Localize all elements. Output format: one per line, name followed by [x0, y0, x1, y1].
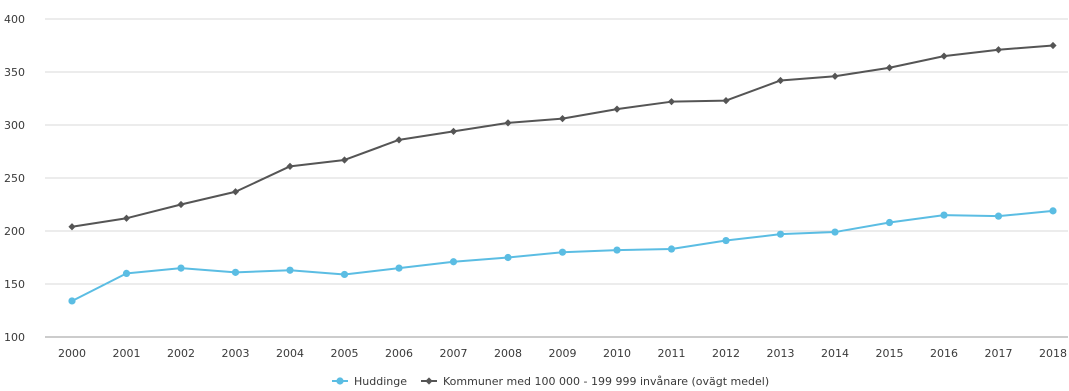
data-point: [395, 264, 403, 272]
data-point: [940, 52, 948, 60]
data-point: [449, 127, 458, 135]
x-tick-label: 2012: [712, 347, 740, 360]
x-tick-label: 2001: [113, 347, 141, 360]
data-point: [286, 266, 294, 274]
data-point: [940, 211, 948, 219]
data-point: [885, 218, 894, 227]
y-tick-label: 100: [4, 331, 25, 344]
data-point: [776, 230, 785, 238]
series-1: [68, 41, 1057, 231]
data-point: [395, 136, 403, 144]
gridlines: [45, 18, 1068, 338]
series-0: [68, 207, 1057, 305]
data-point: [994, 46, 1003, 54]
x-tick-label: 2005: [331, 347, 359, 360]
x-tick-label: 2010: [603, 347, 631, 360]
x-tick-label: 2011: [658, 347, 686, 360]
data-point: [286, 162, 294, 170]
x-tick-label: 2013: [767, 347, 795, 360]
y-tick-label: 400: [4, 13, 25, 26]
data-point: [1049, 207, 1057, 215]
data-point: [722, 97, 730, 105]
data-point: [885, 64, 894, 72]
x-tick-label: 2003: [222, 347, 250, 360]
data-point: [340, 270, 349, 279]
data-point: [504, 253, 512, 262]
data-point: [994, 212, 1003, 220]
data-point: [1049, 41, 1057, 50]
data-point: [558, 115, 567, 123]
data-point: [122, 269, 131, 277]
legend-label: Kommuner med 100 000 - 199 999 invånare …: [443, 375, 769, 388]
data-point: [504, 119, 512, 127]
x-tick-label: 2007: [440, 347, 468, 360]
legend: Huddinge Kommuner med 100 000 - 199 999 i…: [332, 375, 769, 388]
x-tick-label: 2016: [930, 347, 958, 360]
x-tick-label: 2004: [276, 347, 304, 360]
data-point: [68, 223, 76, 231]
data-point: [68, 297, 76, 305]
y-axis: 100 150 200 250 300 350 400: [4, 13, 25, 344]
x-tick-label: 2018: [1039, 347, 1067, 360]
data-point: [667, 98, 676, 106]
data-point: [558, 248, 567, 256]
x-tick-label: 2000: [58, 347, 86, 360]
data-point: [667, 245, 676, 253]
data-point: [449, 258, 458, 266]
y-tick-label: 350: [4, 66, 25, 79]
x-tick-label: 2015: [876, 347, 904, 360]
data-point: [613, 246, 621, 254]
data-point: [722, 236, 730, 245]
x-tick-label: 2006: [385, 347, 413, 360]
x-tick-label: 2009: [549, 347, 577, 360]
x-tick-label: 2014: [821, 347, 849, 360]
series-layer: [68, 41, 1057, 305]
legend-marker: [425, 377, 433, 385]
data-point: [831, 72, 839, 80]
legend-label: Huddinge: [354, 375, 407, 388]
series-line: [71, 209, 1054, 302]
y-tick-label: 200: [4, 225, 25, 238]
data-point: [340, 156, 349, 164]
data-point: [776, 76, 785, 85]
data-point: [831, 228, 839, 236]
x-tick-label: 2008: [494, 347, 522, 360]
data-point: [231, 268, 240, 276]
x-axis: 2000 2001 2002 2003 2004 2005 2006 2007 2008 2009…: [58, 347, 1067, 360]
data-point: [177, 200, 185, 209]
legend-item-0[interactable]: Huddinge: [332, 375, 407, 388]
x-tick-label: 2002: [167, 347, 195, 360]
data-point: [122, 214, 131, 222]
legend-item-1[interactable]: Kommuner med 100 000 - 199 999 invånare …: [421, 375, 769, 388]
data-point: [613, 105, 621, 113]
y-tick-label: 250: [4, 172, 25, 185]
y-tick-label: 150: [4, 278, 25, 291]
x-tick-label: 2017: [985, 347, 1013, 360]
series-line: [71, 44, 1054, 228]
legend-marker: [336, 377, 344, 385]
data-point: [231, 188, 240, 196]
y-tick-label: 300: [4, 119, 25, 132]
data-point: [177, 264, 185, 272]
